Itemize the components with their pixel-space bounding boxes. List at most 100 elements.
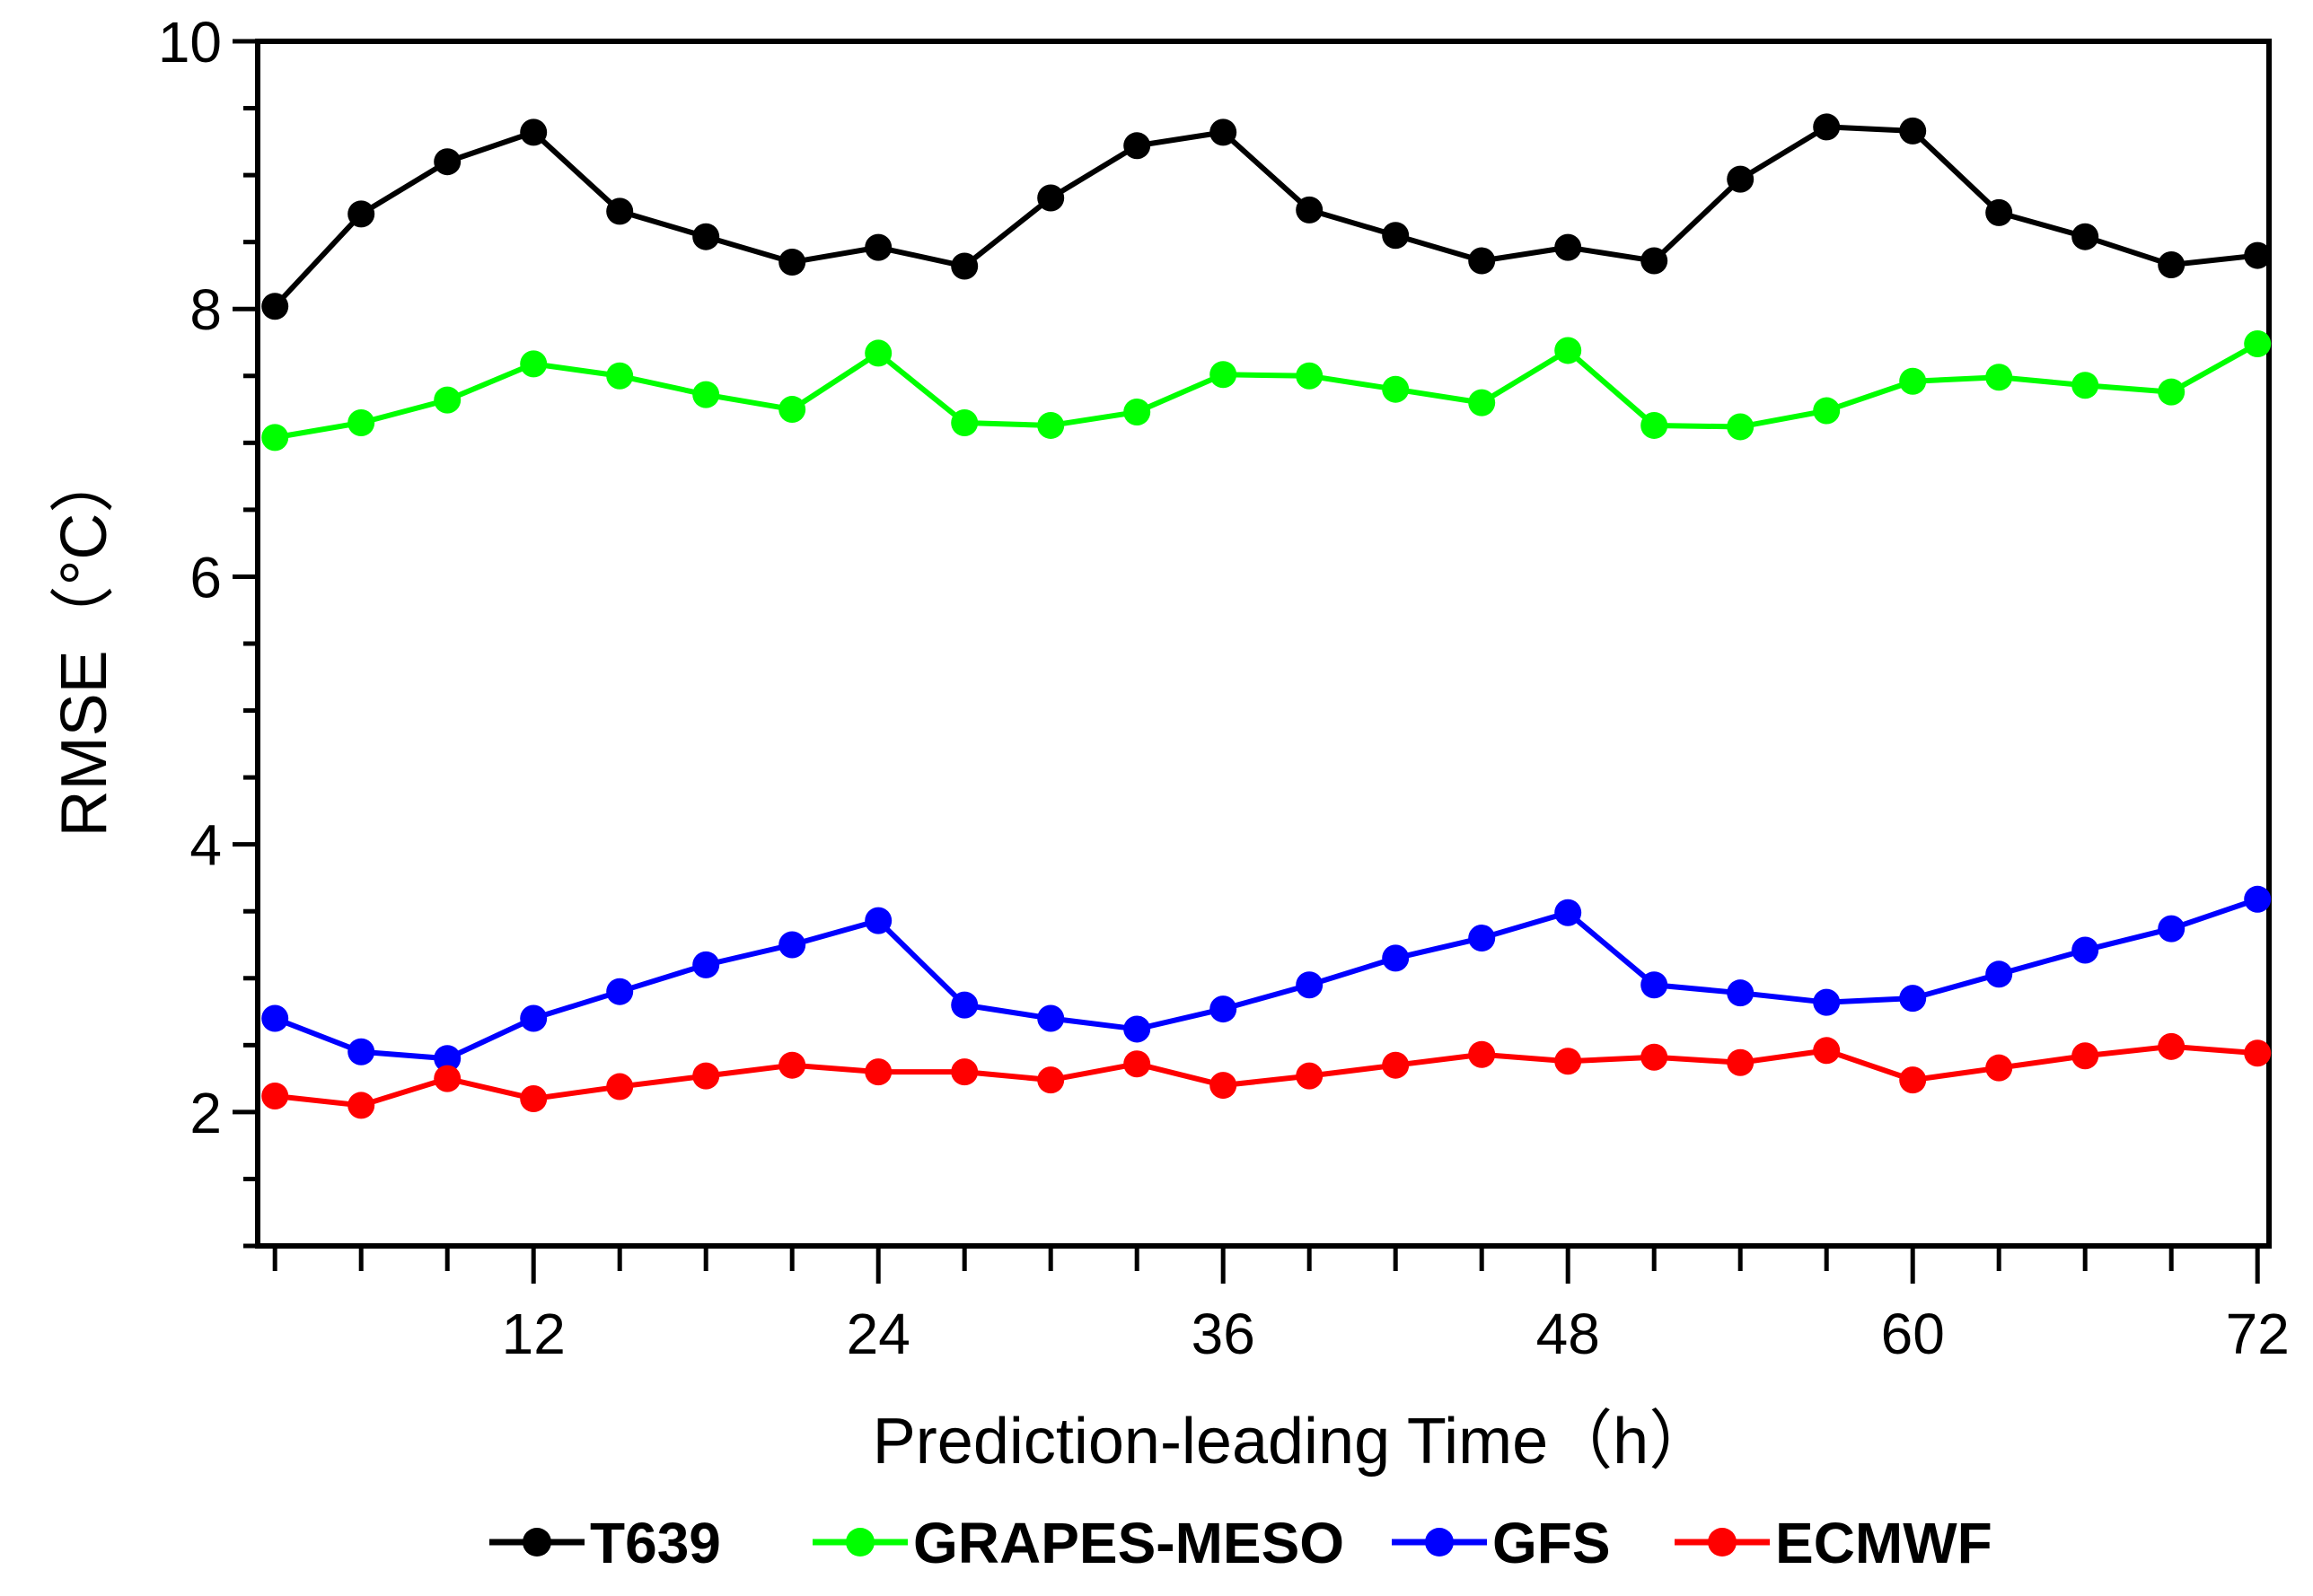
x-axis-ticks: 12 24 36 48 60 72 (272, 1246, 2290, 1366)
legend-swatch-marker (1425, 1528, 1454, 1557)
data-point-grapes-meso (1468, 389, 1496, 417)
data-point-t639 (434, 148, 462, 176)
legend-item-t639: T639 (489, 1511, 721, 1575)
data-point-ecmwf (1813, 1037, 1841, 1065)
data-point-t639 (1209, 118, 1237, 146)
data-point-grapes-meso (1554, 337, 1582, 364)
data-point-gfs (1727, 979, 1755, 1007)
data-point-grapes-meso (2244, 329, 2272, 357)
data-point-t639 (1813, 113, 1841, 141)
data-point-gfs (1382, 944, 1410, 972)
x-tick-label: 24 (847, 1302, 910, 1366)
x-tick-label: 72 (2226, 1302, 2290, 1366)
data-point-t639 (1123, 132, 1151, 160)
data-point-grapes-meso (1296, 362, 1324, 390)
y-axis-ticks: 2 4 6 8 10 (158, 10, 258, 1249)
data-point-gfs (1640, 971, 1668, 999)
data-point-grapes-meso (951, 408, 979, 436)
legend-swatch-marker (523, 1528, 551, 1557)
data-point-gfs (1813, 988, 1841, 1016)
data-point-gfs (606, 978, 634, 1005)
legend-item-gfs: GFS (1392, 1511, 1611, 1575)
data-point-ecmwf (261, 1082, 289, 1109)
data-point-ecmwf (778, 1051, 806, 1079)
data-point-ecmwf (865, 1058, 893, 1086)
series-ecmwf (261, 1032, 2272, 1119)
data-point-t639 (2158, 251, 2185, 279)
data-point-t639 (1037, 184, 1065, 212)
data-point-t639 (778, 249, 806, 276)
x-axis-title: Prediction-leading Time（h） (873, 1406, 1713, 1478)
plot-frame (255, 39, 2272, 1249)
series-line-ecmwf (274, 1043, 2258, 1109)
legend: T639 GRAPES-MESO GFS ECMWF (489, 1511, 1992, 1575)
data-point-gfs (2071, 936, 2099, 964)
series-t639 (261, 113, 2272, 320)
legend-label: T639 (590, 1511, 721, 1575)
data-point-ecmwf (1899, 1066, 1927, 1094)
data-point-ecmwf (1468, 1040, 1496, 1068)
legend-item-grapes-meso: GRAPES-MESO (813, 1511, 1344, 1575)
data-point-gfs (1037, 1004, 1065, 1032)
series-line-t639 (273, 124, 2258, 309)
data-point-grapes-meso (692, 381, 720, 408)
data-point-ecmwf (1554, 1048, 1582, 1075)
data-point-gfs (865, 907, 893, 934)
series-line-grapes-meso (274, 341, 2259, 441)
data-point-grapes-meso (778, 396, 806, 424)
data-point-gfs (520, 1004, 548, 1032)
data-point-gfs (1554, 899, 1582, 926)
legend-label: ECMWF (1775, 1511, 1992, 1575)
data-point-t639 (1899, 117, 1927, 145)
data-point-ecmwf (1640, 1043, 1668, 1071)
data-point-grapes-meso (520, 350, 548, 378)
data-point-t639 (1640, 247, 1668, 275)
data-point-t639 (1727, 165, 1755, 193)
data-point-gfs (1296, 971, 1324, 999)
data-point-t639 (1296, 196, 1324, 224)
data-point-gfs (692, 951, 720, 978)
data-point-ecmwf (2071, 1042, 2099, 1070)
data-point-t639 (2244, 241, 2272, 269)
data-point-grapes-meso (1985, 364, 2013, 391)
data-point-t639 (2071, 223, 2099, 250)
data-point-ecmwf (2244, 1039, 2272, 1067)
data-point-ecmwf (1727, 1048, 1755, 1076)
data-point-gfs (261, 1004, 289, 1032)
data-point-t639 (520, 118, 548, 146)
data-point-gfs (2158, 915, 2185, 943)
y-tick-label: 4 (189, 813, 222, 878)
data-point-gfs (1209, 995, 1237, 1023)
data-point-ecmwf (1037, 1066, 1065, 1094)
data-point-grapes-meso (865, 339, 893, 367)
data-point-grapes-meso (1813, 397, 1841, 425)
legend-label: GRAPES-MESO (913, 1511, 1344, 1575)
data-point-grapes-meso (434, 386, 462, 414)
data-point-ecmwf (1123, 1050, 1151, 1078)
data-point-ecmwf (692, 1062, 720, 1090)
data-point-grapes-meso (1123, 399, 1151, 426)
data-point-gfs (1123, 1015, 1151, 1043)
data-point-ecmwf (1382, 1051, 1410, 1079)
y-tick-label: 10 (158, 10, 222, 75)
series-gfs (261, 885, 2272, 1073)
data-point-gfs (1468, 925, 1496, 952)
y-axis-title: RMSE（°C） (48, 449, 120, 837)
data-point-ecmwf (1296, 1062, 1324, 1090)
series-layer (261, 113, 2272, 1119)
data-point-gfs (951, 991, 979, 1019)
series-line-gfs (274, 896, 2259, 1062)
data-point-t639 (261, 293, 289, 320)
data-point-grapes-meso (1727, 413, 1755, 441)
x-tick-label: 12 (502, 1302, 566, 1366)
data-point-gfs (1899, 985, 1927, 1013)
data-point-t639 (1468, 247, 1496, 275)
data-point-grapes-meso (2158, 378, 2185, 406)
data-point-t639 (951, 252, 979, 280)
x-tick-label: 36 (1192, 1302, 1255, 1366)
legend-swatch-marker (1708, 1528, 1737, 1557)
data-point-grapes-meso (606, 362, 634, 390)
data-point-ecmwf (1985, 1054, 2013, 1082)
data-point-t639 (606, 197, 634, 225)
